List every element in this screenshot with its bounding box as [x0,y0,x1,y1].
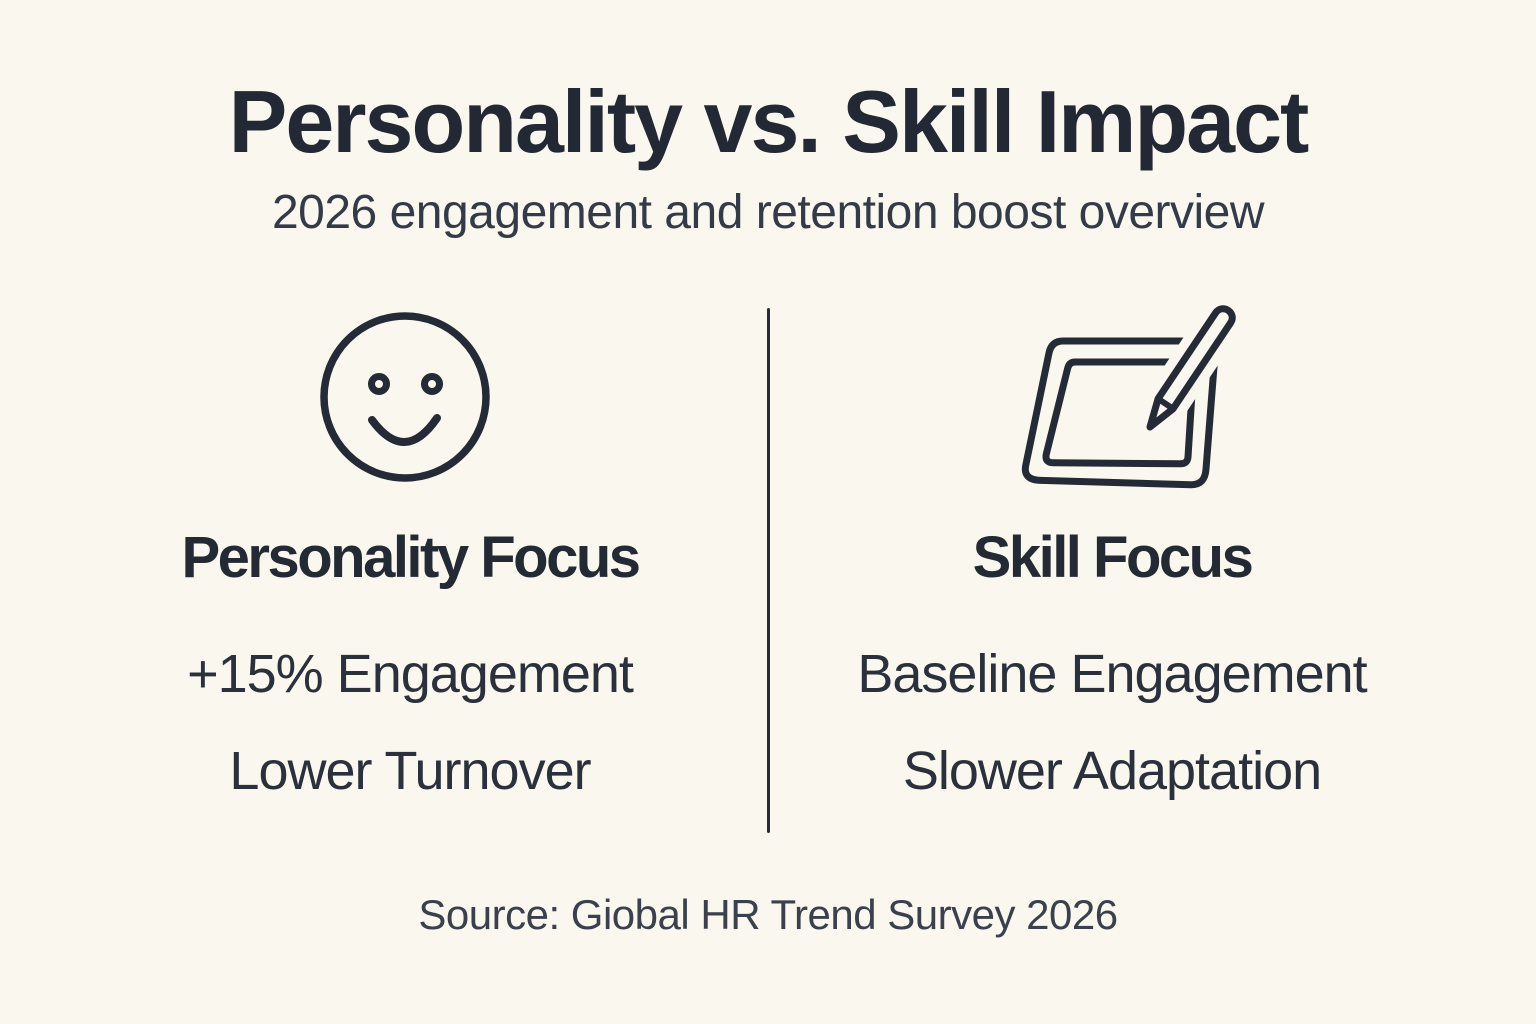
personality-stat-engagement: +15% Engagement [187,644,634,704]
page-title: Personality vs. Skill Impact [228,72,1310,171]
skill-stat-adaptation: Slower Adaptation [902,741,1322,801]
column-divider [767,308,770,833]
skill-column-title: Skill Focus [972,525,1254,590]
tablet-stylus-icon [1021,300,1246,489]
skill-stat-engagement: Baseline Engagement [857,644,1367,704]
source-note: Source: Giobal HR Trend Survey 2026 [418,891,1118,938]
page-subtitle: 2026 engagement and retention boost over… [271,186,1265,239]
personality-stat-turnover: Lower Turnover [229,741,591,801]
smiley-face-icon [320,312,490,482]
personality-column-title: Personality Focus [181,525,641,590]
